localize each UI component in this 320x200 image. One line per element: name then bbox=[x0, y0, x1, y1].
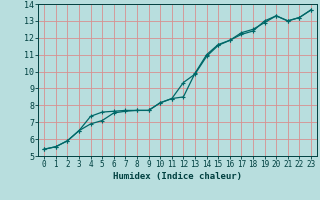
X-axis label: Humidex (Indice chaleur): Humidex (Indice chaleur) bbox=[113, 172, 242, 181]
